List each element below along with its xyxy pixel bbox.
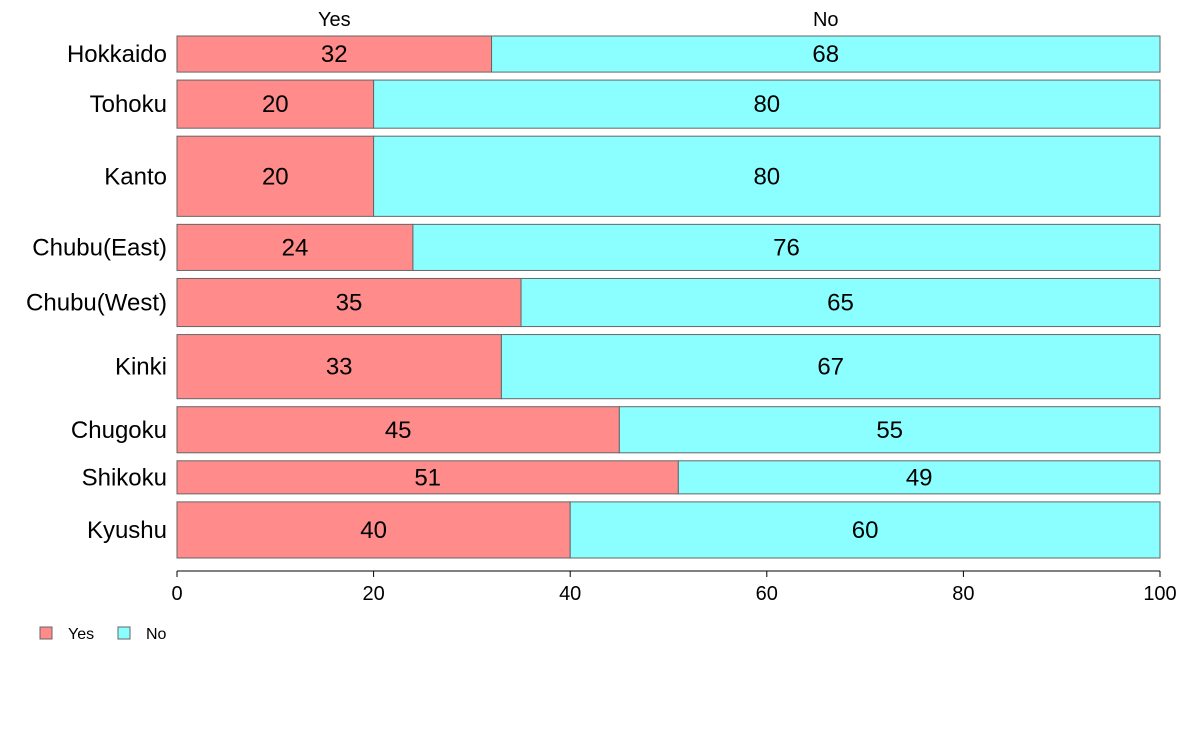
- data-label: 20: [262, 91, 289, 118]
- data-label: 76: [773, 234, 800, 261]
- data-label: 33: [326, 354, 353, 381]
- category-label: Chubu(East): [32, 234, 167, 261]
- top-label-group: Yes No: [318, 9, 839, 31]
- bar-yes-kanto: [176, 135, 375, 217]
- category-label: Kanto: [104, 163, 167, 190]
- legend-swatch-yes: [39, 626, 53, 640]
- bar-no-kanto: [373, 135, 1161, 217]
- x-tick-label: 80: [952, 583, 974, 605]
- data-label: 80: [753, 163, 780, 190]
- bar-no-shikoku: [677, 460, 1161, 495]
- data-label: 68: [812, 41, 839, 68]
- bar-no-tohoku: [373, 79, 1161, 129]
- category-label: Chugoku: [71, 417, 167, 444]
- category-label: Kyushu: [87, 517, 167, 544]
- x-tick-label: 20: [362, 583, 384, 605]
- data-label: 20: [262, 163, 289, 190]
- bar-no-hokkaido: [491, 35, 1161, 73]
- data-label: 40: [360, 517, 387, 544]
- bar-yes-kyushu: [176, 501, 571, 559]
- legend-swatch-no: [117, 626, 131, 640]
- data-label: 60: [852, 517, 879, 544]
- x-axis: 0 20 40 60 80 100: [171, 570, 1177, 605]
- x-tick-label: 100: [1143, 583, 1176, 605]
- bar-no-kyushu: [569, 501, 1161, 559]
- x-tick-label: 60: [756, 583, 778, 605]
- bar-no-chugoku: [618, 406, 1161, 454]
- top-label-yes: Yes: [318, 9, 351, 31]
- bar-yes-chubueast: [176, 223, 414, 271]
- data-label: 80: [753, 91, 780, 118]
- data-label: 49: [906, 464, 933, 491]
- data-label: 45: [385, 417, 412, 444]
- x-tick-label: 0: [171, 583, 182, 605]
- x-tick-label: 40: [559, 583, 581, 605]
- data-label: 24: [282, 234, 309, 261]
- data-label: 32: [321, 41, 348, 68]
- category-label: Shikoku: [82, 464, 167, 491]
- bar-no-chubueast: [412, 223, 1161, 271]
- bar-yes-chubuwest: [176, 277, 522, 328]
- data-label: 65: [827, 290, 854, 317]
- legend: Yes No: [39, 626, 167, 643]
- bar-yes-tohoku: [176, 79, 375, 129]
- data-label: 51: [414, 464, 441, 491]
- data-label: 55: [876, 417, 903, 444]
- category-label: Kinki: [115, 354, 167, 381]
- bar-no-chubuwest: [520, 277, 1161, 328]
- data-label: 67: [817, 354, 844, 381]
- bar-yes-chugoku: [176, 406, 620, 454]
- category-label: Chubu(West): [26, 290, 167, 317]
- bar-yes-hokkaido: [176, 35, 493, 73]
- category-label: Tohoku: [90, 91, 167, 118]
- bar-group: 32 68 20 80 20 80 24 76 35 65 33 67 45 55 51 49 40 60: [176, 35, 1161, 559]
- legend-label-yes: Yes: [68, 626, 94, 643]
- category-label-group: Hokkaido Tohoku Kanto Chubu(East) Chubu(West…: [26, 41, 167, 544]
- top-label-no: No: [813, 9, 839, 31]
- category-label: Hokkaido: [67, 41, 167, 68]
- data-label: 35: [336, 290, 363, 317]
- legend-label-no: No: [146, 626, 167, 643]
- bar-no-kinki: [500, 334, 1161, 400]
